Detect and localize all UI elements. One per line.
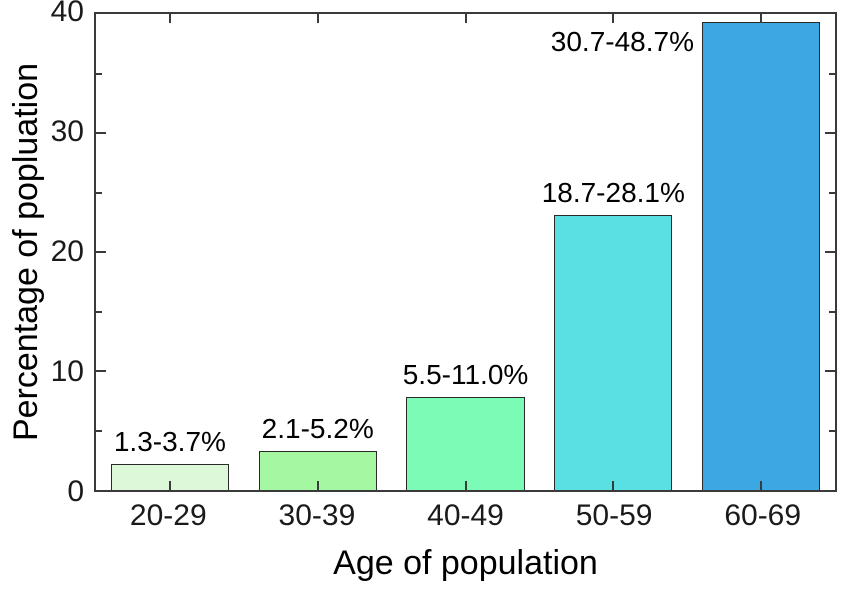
y-major-tick-left-20 xyxy=(96,251,106,253)
y-tick-label-10: 10 xyxy=(50,355,84,388)
y-tick-label-40: 40 xyxy=(50,0,84,28)
bar-range-label-40-49: 5.5-11.0% xyxy=(402,359,529,391)
x-tick-top-20-29 xyxy=(168,14,171,23)
y-major-tick-left-30 xyxy=(96,132,106,134)
x-tick-labels: 20-29 30-39 40-49 50-59 60-69 xyxy=(94,501,837,535)
y-minor-tick-right-25 xyxy=(829,191,835,194)
bar-60-69 xyxy=(701,22,821,490)
plot-area: 1.3-3.7% 2.1-5.2% 5.5-11.0% 18.7-28.1% 30.7-… xyxy=(94,12,837,492)
x-tick-top-60-69 xyxy=(760,14,763,23)
x-tick-bottom-60-69 xyxy=(760,481,763,490)
y-major-tick-right-20 xyxy=(825,251,835,253)
x-tick-label-20-29: 20-29 xyxy=(129,499,207,532)
bar-50-59 xyxy=(554,215,673,490)
y-minor-tick-right-5 xyxy=(829,429,835,432)
x-tick-label-40-49: 40-49 xyxy=(427,499,504,532)
y-tick-label-20: 20 xyxy=(50,235,84,268)
y-tick-label-0: 0 xyxy=(67,475,84,508)
x-tick-bottom-50-59 xyxy=(612,481,615,490)
bar-range-label-30-39: 2.1-5.2% xyxy=(261,412,374,444)
x-tick-label-50-59: 50-59 xyxy=(575,499,653,532)
y-tick-label-30: 30 xyxy=(50,115,84,148)
y-tick-labels: 0 10 20 30 40 xyxy=(0,0,84,507)
x-tick-label-30-39: 30-39 xyxy=(278,499,356,532)
bar-range-label-20-29: 1.3-3.7% xyxy=(113,425,226,457)
y-major-tick-right-10 xyxy=(825,370,835,372)
y-minor-tick-right-35 xyxy=(829,72,835,75)
x-tick-bottom-30-39 xyxy=(316,481,319,490)
x-tick-label-60-69: 60-69 xyxy=(724,499,802,532)
x-tick-bottom-20-29 xyxy=(168,481,171,490)
x-tick-top-40-49 xyxy=(464,14,467,23)
x-tick-top-50-59 xyxy=(612,14,615,23)
bar-range-label-60-69: 30.7-48.7% xyxy=(550,26,694,57)
y-minor-tick-left-25 xyxy=(96,191,102,194)
x-tick-top-30-39 xyxy=(316,14,319,23)
bar-40-49 xyxy=(406,397,525,490)
y-minor-tick-right-15 xyxy=(829,310,835,313)
y-major-tick-left-10 xyxy=(96,370,106,372)
y-minor-tick-left-5 xyxy=(96,429,102,432)
x-axis-label: Age of population xyxy=(333,544,598,582)
bar-range-label-50-59: 18.7-28.1% xyxy=(541,177,685,209)
y-minor-tick-left-15 xyxy=(96,310,102,313)
y-major-tick-right-30 xyxy=(825,132,835,134)
x-tick-bottom-40-49 xyxy=(464,481,467,490)
y-minor-tick-left-35 xyxy=(96,72,102,75)
